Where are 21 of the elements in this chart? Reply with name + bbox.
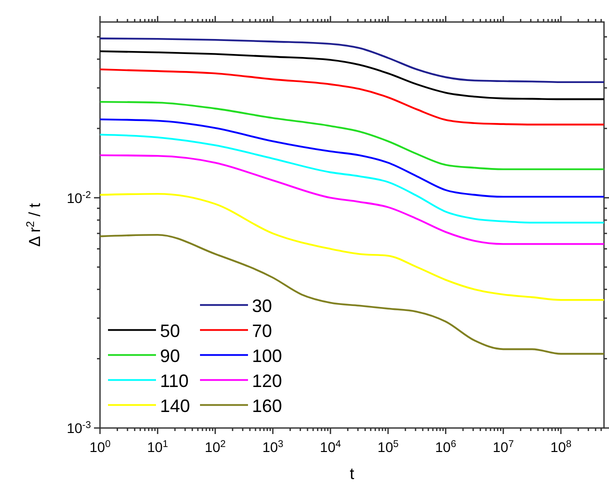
x-tick-label: 10$^{0}$ xyxy=(89,438,112,455)
legend-label: 110 xyxy=(160,371,189,391)
legend-label: 140 xyxy=(160,396,190,416)
legend-label: 70 xyxy=(252,321,272,341)
x-tick-label: 10$^{3}$ xyxy=(262,438,284,455)
x-tick-label: 10$^{1}$ xyxy=(147,438,168,455)
x-tick-label: 10$^{7}$ xyxy=(492,438,514,455)
x-tick-label: 10$^{2}$ xyxy=(204,438,226,455)
legend-label: 160 xyxy=(252,396,282,416)
y-tick-label: 10$^{-3}$ xyxy=(66,420,92,436)
legend-label: 100 xyxy=(252,346,282,366)
x-tick-label: 10$^{5}$ xyxy=(378,438,400,455)
x-tick-label: 10$^{8}$ xyxy=(550,438,572,455)
y-tick-label: 10$^{-2}$ xyxy=(66,189,91,206)
legend-label: 30 xyxy=(252,296,272,316)
legend-label: 90 xyxy=(160,346,180,366)
legend-label: 50 xyxy=(160,321,180,341)
x-tick-label: 10$^{4}$ xyxy=(320,438,342,455)
legend-label: 120 xyxy=(252,371,282,391)
x-axis-title: t xyxy=(350,466,355,483)
x-tick-label: 10$^{6}$ xyxy=(435,438,457,455)
